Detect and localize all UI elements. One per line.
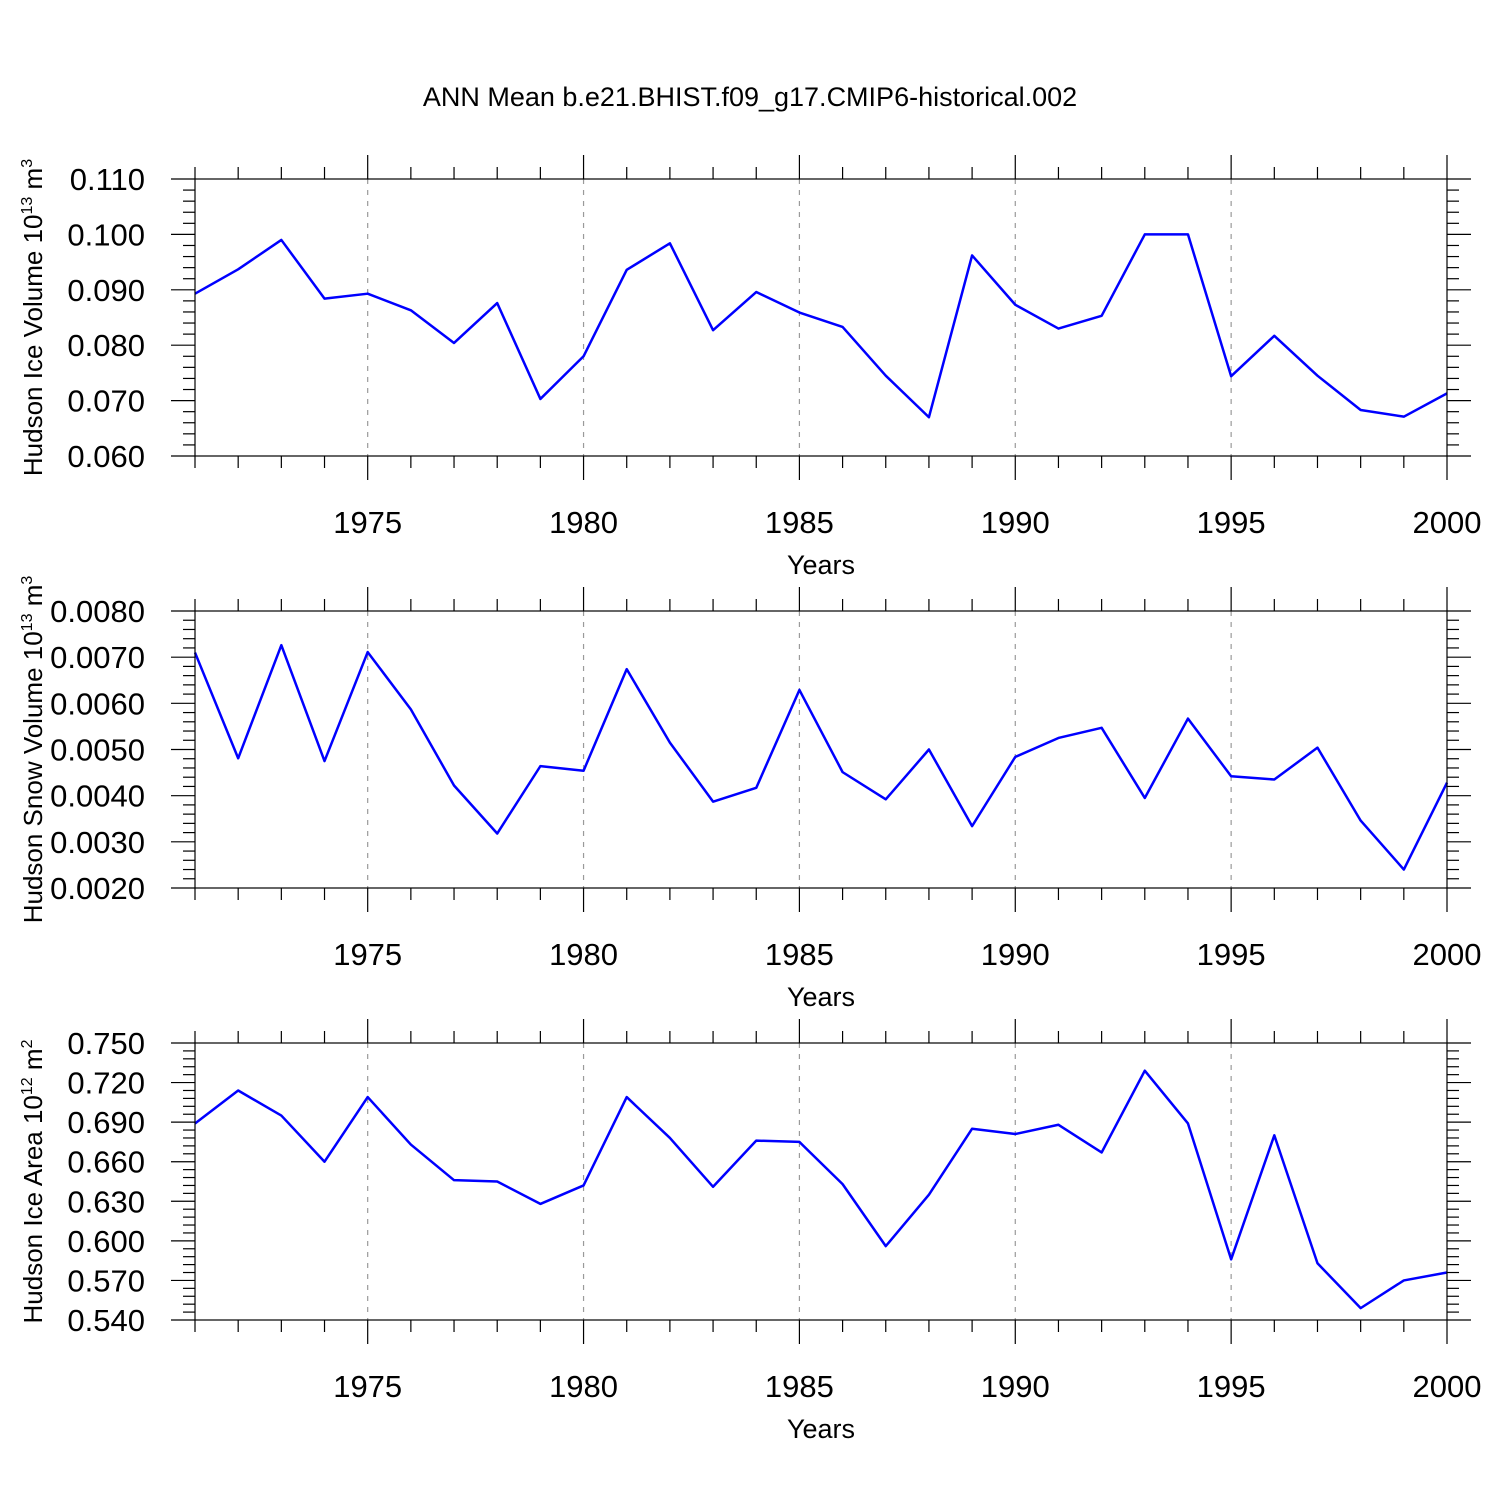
x-tick-label: 1985 [765,937,834,972]
y-tick-label: 0.110 [70,162,145,197]
y-tick-label: 0.0070 [50,640,145,675]
y-axis-label-exponent: 13 [19,197,36,215]
panels: 0.060 0.070 0.080 0.090 0.100 0.110 1975 1980 19… [18,155,1481,1444]
x-tick-label: 1990 [981,1369,1050,1404]
x-tick-label: 1975 [333,937,402,972]
y-tick-label: 0.070 [67,384,145,419]
x-axis-label: Years [787,1414,855,1444]
panel-1: 0.060 0.070 0.080 0.090 0.100 0.110 1975 1980 19… [18,155,1481,580]
y-axis-label: Hudson Snow Volume 1013 m3 [18,576,48,924]
data-line [194,233,1448,419]
x-axis-label: Years [787,550,855,580]
y-axis-label-text: Hudson Ice Area 10 [18,1095,48,1323]
y-tick-label: 0.690 [67,1105,145,1140]
x-axis-label: Years [787,982,855,1012]
x-tick-label: 1985 [765,1369,834,1404]
x-tick-label: 2000 [1413,937,1482,972]
y-tick-label: 0.720 [67,1066,145,1101]
x-tick-label: 1995 [1197,1369,1266,1404]
data-line [193,643,1449,871]
x-tick-label: 1995 [1197,937,1266,972]
x-tick-label: 1990 [981,505,1050,540]
y-tick-label: 0.090 [67,273,145,308]
data-line [194,1069,1448,1310]
x-tick-label: 1975 [333,1369,402,1404]
y-tick-label: 0.0080 [50,594,145,629]
figure-title: ANN Mean b.e21.BHIST.f09_g17.CMIP6-histo… [423,82,1077,112]
y-tick-label: 0.570 [67,1263,145,1298]
y-tick-label: 0.750 [67,1026,145,1061]
panel-2: 0.0020 0.0030 0.0040 0.0050 0.0060 0.0070 0.00… [18,576,1481,1012]
panel-3: 0.540 0.570 0.600 0.630 0.660 0.690 0.720 0.750… [18,1019,1481,1444]
y-axis-label-unit: m [18,585,48,614]
y-tick-label: 0.0060 [50,686,145,721]
plot-frame [194,178,1448,457]
y-tick-label: 0.660 [67,1145,145,1180]
y-axis-label-unit: m [18,1048,48,1077]
y-tick-label: 0.080 [67,328,145,363]
y-axis-label-text: Hudson Snow Volume 10 [18,631,48,923]
x-tick-label: 2000 [1413,505,1482,540]
x-tick-label: 1985 [765,505,834,540]
x-tick-label: 1975 [333,505,402,540]
plot-frame [194,610,1448,889]
y-tick-label: 0.060 [67,439,145,474]
y-tick-label: 0.540 [67,1303,145,1338]
x-tick-label: 1980 [549,505,618,540]
y-tick-label: 0.630 [67,1184,145,1219]
y-axis-label-unit-exponent: 3 [19,576,36,585]
x-tick-label: 1995 [1197,505,1266,540]
y-tick-label: 0.0020 [50,871,145,906]
y-tick-label: 0.0040 [50,779,145,814]
x-tick-label: 1990 [981,937,1050,972]
y-axis-label-unit-exponent: 2 [19,1039,36,1048]
y-axis-label: Hudson Ice Volume 1013 m3 [18,159,48,476]
x-tick-label: 2000 [1413,1369,1482,1404]
y-axis-label-text: Hudson Ice Volume 10 [18,214,48,476]
x-tick-label: 1980 [549,1369,618,1404]
plot-frame [194,1042,1448,1321]
y-axis-label-exponent: 12 [19,1077,36,1095]
y-tick-label: 0.0030 [50,825,145,860]
y-tick-label: 0.600 [67,1224,145,1259]
y-axis-label: Hudson Ice Area 1012 m2 [18,1039,48,1323]
y-axis-label-exponent: 13 [19,613,36,631]
y-axis-label-unit-exponent: 3 [19,159,36,168]
y-axis-label-unit: m [18,168,48,197]
y-tick-label: 0.100 [67,217,145,252]
y-tick-label: 0.0050 [50,733,145,768]
x-tick-label: 1980 [549,937,618,972]
